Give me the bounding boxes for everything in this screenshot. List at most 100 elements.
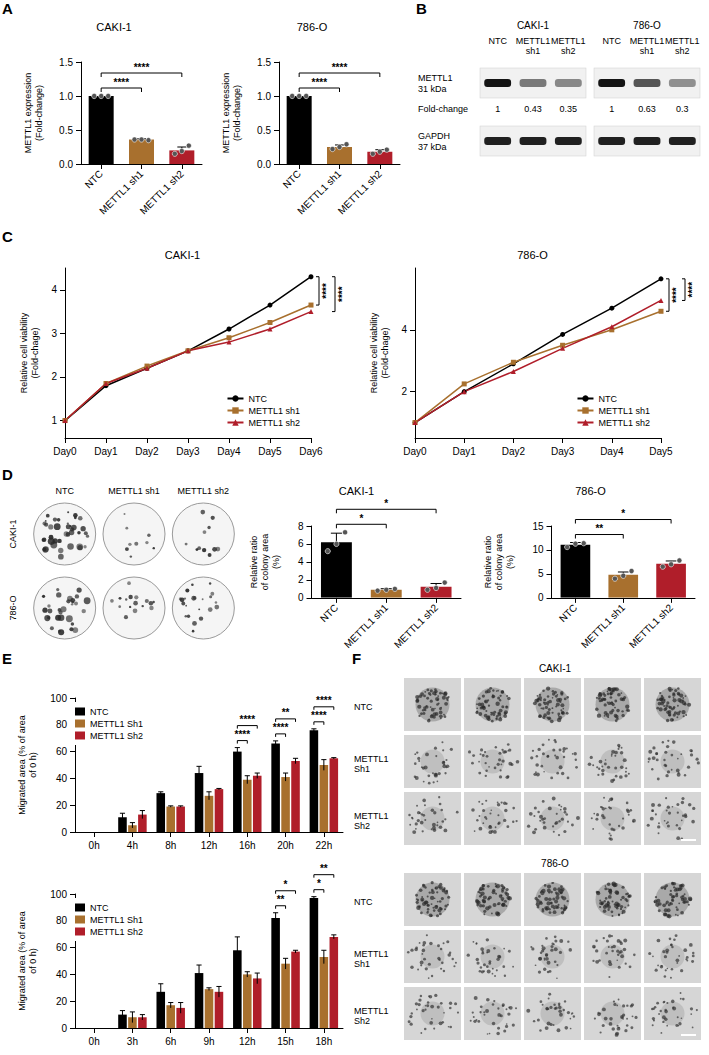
svg-text:20h: 20h — [277, 840, 294, 851]
svg-text:0h: 0h — [89, 840, 100, 851]
svg-text:80: 80 — [56, 915, 68, 926]
svg-text:786-O: 786-O — [8, 595, 18, 620]
svg-text:22h: 22h — [316, 840, 333, 851]
svg-text:Day3: Day3 — [551, 446, 575, 457]
svg-text:NTC: NTC — [83, 168, 105, 190]
svg-text:4: 4 — [298, 556, 304, 567]
svg-text:Fold-change: Fold-change — [418, 104, 468, 114]
svg-text:****: **** — [273, 722, 289, 733]
svg-text:3: 3 — [51, 328, 57, 339]
svg-text:METTL1 expression: METTL1 expression — [221, 73, 231, 154]
svg-text:CAKI-1: CAKI-1 — [339, 485, 374, 497]
svg-text:****: **** — [687, 282, 698, 298]
svg-text:METTL1: METTL1 — [551, 36, 586, 46]
svg-text:METTL1: METTL1 — [354, 754, 389, 764]
svg-text:****: **** — [235, 729, 251, 740]
svg-text:(Fold-change): (Fold-change) — [34, 85, 44, 141]
svg-text:****: **** — [671, 287, 682, 303]
svg-text:METTL1 expression: METTL1 expression — [23, 73, 33, 154]
svg-text:of 0 h): of 0 h) — [28, 752, 38, 778]
svg-text:METTL1: METTL1 — [354, 949, 389, 959]
svg-text:****: **** — [332, 62, 348, 73]
svg-text:**: ** — [277, 894, 285, 905]
svg-text:0.0: 0.0 — [257, 159, 271, 170]
svg-text:8h: 8h — [165, 840, 176, 851]
svg-text:Sh2: Sh2 — [354, 1016, 370, 1026]
svg-text:**: ** — [320, 863, 328, 874]
svg-text:****: **** — [321, 283, 332, 299]
svg-text:0h: 0h — [89, 1036, 100, 1047]
svg-text:NTC: NTC — [354, 897, 373, 907]
svg-text:0.3: 0.3 — [676, 104, 689, 114]
svg-text:METTL1 sh1: METTL1 sh1 — [248, 406, 300, 416]
svg-text:0.43: 0.43 — [524, 104, 542, 114]
svg-text:15h: 15h — [277, 1036, 294, 1047]
svg-text:NTC: NTC — [354, 702, 373, 712]
svg-text:0.35: 0.35 — [560, 104, 578, 114]
svg-text:**: ** — [595, 523, 603, 534]
svg-text:9h: 9h — [203, 1036, 214, 1047]
svg-text:METTL1 Sh1: METTL1 Sh1 — [90, 915, 143, 925]
svg-text:of colony area: of colony area — [260, 534, 270, 591]
svg-text:2: 2 — [298, 574, 304, 585]
svg-text:1: 1 — [495, 104, 500, 114]
svg-text:Day4: Day4 — [600, 446, 624, 457]
svg-text:*: * — [284, 879, 288, 890]
svg-text:20: 20 — [56, 996, 68, 1007]
svg-text:METTL1 sh1: METTL1 sh1 — [108, 486, 160, 496]
svg-text:of 0 h): of 0 h) — [28, 948, 38, 974]
svg-text:METTL1: METTL1 — [418, 73, 453, 83]
svg-text:1.5: 1.5 — [257, 57, 271, 68]
svg-text:METTL1 sh2: METTL1 sh2 — [598, 418, 650, 428]
svg-text:4: 4 — [401, 324, 407, 335]
svg-text:0: 0 — [61, 827, 67, 838]
svg-text:12h: 12h — [201, 840, 218, 851]
svg-text:1.5: 1.5 — [59, 57, 73, 68]
svg-text:10: 10 — [532, 544, 544, 555]
svg-text:16h: 16h — [239, 840, 256, 851]
svg-text:METTL1 sh2: METTL1 sh2 — [178, 486, 230, 496]
svg-text:3h: 3h — [127, 1036, 138, 1047]
svg-text:60: 60 — [56, 746, 68, 757]
svg-text:786-O: 786-O — [517, 249, 548, 261]
svg-text:of colony area: of colony area — [494, 534, 504, 591]
svg-text:METTL1 Sh1: METTL1 Sh1 — [90, 719, 143, 729]
svg-text:40: 40 — [56, 773, 68, 784]
svg-text:1: 1 — [609, 104, 614, 114]
svg-text:NTC: NTC — [488, 36, 507, 46]
svg-text:Day1: Day1 — [94, 446, 118, 457]
svg-text:Day0: Day0 — [53, 446, 77, 457]
svg-text:sh1: sh1 — [640, 46, 655, 56]
svg-text:2: 2 — [401, 386, 407, 397]
svg-text:1.0: 1.0 — [59, 91, 73, 102]
svg-text:*: * — [384, 498, 388, 509]
svg-text:NTC: NTC — [248, 394, 267, 404]
svg-text:786-O: 786-O — [575, 485, 606, 497]
svg-text:*: * — [621, 508, 625, 519]
svg-text:Relative cell viability: Relative cell viability — [19, 312, 29, 393]
svg-text:METTL1: METTL1 — [630, 36, 665, 46]
svg-text:****: **** — [316, 695, 332, 706]
svg-text:Day2: Day2 — [135, 446, 159, 457]
svg-text:0: 0 — [538, 592, 544, 603]
svg-text:0.5: 0.5 — [59, 125, 73, 136]
svg-text:CAKI-1: CAKI-1 — [539, 663, 572, 674]
svg-text:5: 5 — [538, 568, 544, 579]
svg-text:6h: 6h — [165, 1036, 176, 1047]
svg-text:8: 8 — [298, 521, 304, 532]
svg-text:CAKI-1: CAKI-1 — [517, 20, 550, 31]
svg-text:4: 4 — [51, 284, 57, 295]
svg-text:METTL1 Sh2: METTL1 Sh2 — [90, 927, 143, 937]
svg-text:0: 0 — [61, 1023, 67, 1034]
svg-text:Day4: Day4 — [217, 446, 241, 457]
svg-text:1: 1 — [51, 415, 57, 426]
svg-text:Day1: Day1 — [453, 446, 477, 457]
svg-text:METTL1 sh2: METTL1 sh2 — [138, 168, 187, 217]
svg-text:sh2: sh2 — [675, 46, 690, 56]
svg-text:METTL1 sh1: METTL1 sh1 — [598, 406, 650, 416]
svg-text:CAKI-1: CAKI-1 — [96, 21, 131, 33]
svg-text:sh1: sh1 — [526, 46, 541, 56]
svg-text:786-O: 786-O — [297, 21, 328, 33]
svg-text:2: 2 — [51, 371, 57, 382]
svg-text:Relative ratio: Relative ratio — [483, 536, 493, 589]
